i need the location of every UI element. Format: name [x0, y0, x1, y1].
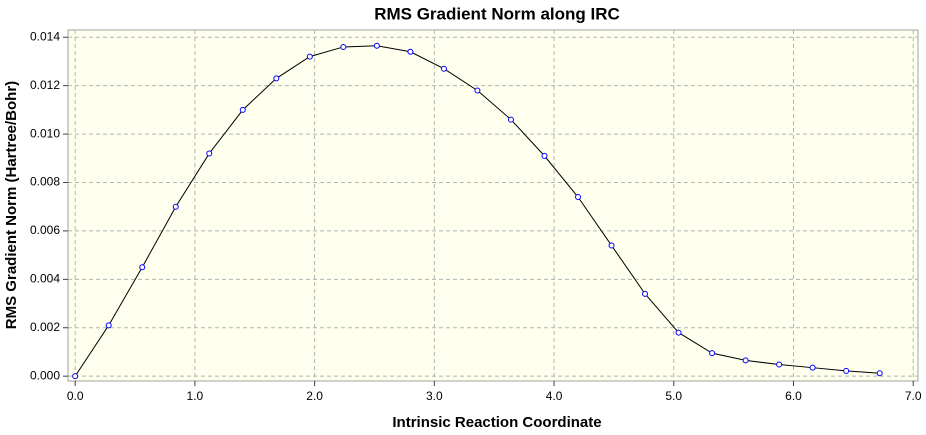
data-point: [407, 48, 414, 55]
data-point: [373, 42, 380, 49]
x-tick-label: 0.0: [67, 389, 84, 403]
data-point: [742, 357, 749, 364]
y-tick-label: 0.014: [30, 29, 60, 43]
x-tick-label: 3.0: [426, 389, 443, 403]
x-tick-label: 7.0: [905, 389, 922, 403]
x-tick-label: 5.0: [665, 389, 682, 403]
data-point: [642, 290, 649, 297]
y-tick-label: 0.010: [30, 126, 60, 140]
x-tick-label: 6.0: [785, 389, 802, 403]
data-point: [474, 87, 481, 94]
data-point: [876, 370, 883, 377]
chart-title: RMS Gradient Norm along IRC: [374, 4, 620, 23]
data-point: [675, 329, 682, 336]
y-tick-label: 0.006: [30, 223, 60, 237]
y-axis-title: RMS Gradient Norm (Hartree/Bohr): [3, 81, 20, 329]
data-point: [306, 53, 313, 60]
data-point: [206, 150, 213, 157]
data-point: [239, 106, 246, 113]
y-tick-label: 0.008: [30, 175, 60, 189]
data-point: [72, 373, 79, 380]
data-point: [809, 364, 816, 371]
y-tick-label: 0.004: [30, 272, 60, 286]
x-axis-title: Intrinsic Reaction Coordinate: [392, 414, 601, 431]
data-point: [843, 367, 850, 374]
x-tick-label: 4.0: [546, 389, 563, 403]
x-tick-label: 2.0: [306, 389, 323, 403]
y-tick-label: 0.002: [30, 320, 60, 334]
data-point: [776, 361, 783, 368]
data-point: [105, 322, 112, 329]
data-point: [440, 65, 447, 72]
data-point: [608, 242, 615, 249]
data-point: [575, 194, 581, 201]
data-point: [139, 264, 146, 271]
data-point: [507, 116, 514, 123]
y-tick-label: 0.000: [30, 368, 60, 382]
data-point: [340, 43, 347, 50]
plot-area: [67, 29, 919, 382]
data-point: [541, 152, 548, 159]
x-tick-label: 1.0: [187, 389, 204, 403]
data-point: [273, 75, 280, 82]
data-point: [172, 203, 179, 210]
y-tick-label: 0.012: [30, 78, 60, 92]
data-point: [709, 350, 716, 357]
